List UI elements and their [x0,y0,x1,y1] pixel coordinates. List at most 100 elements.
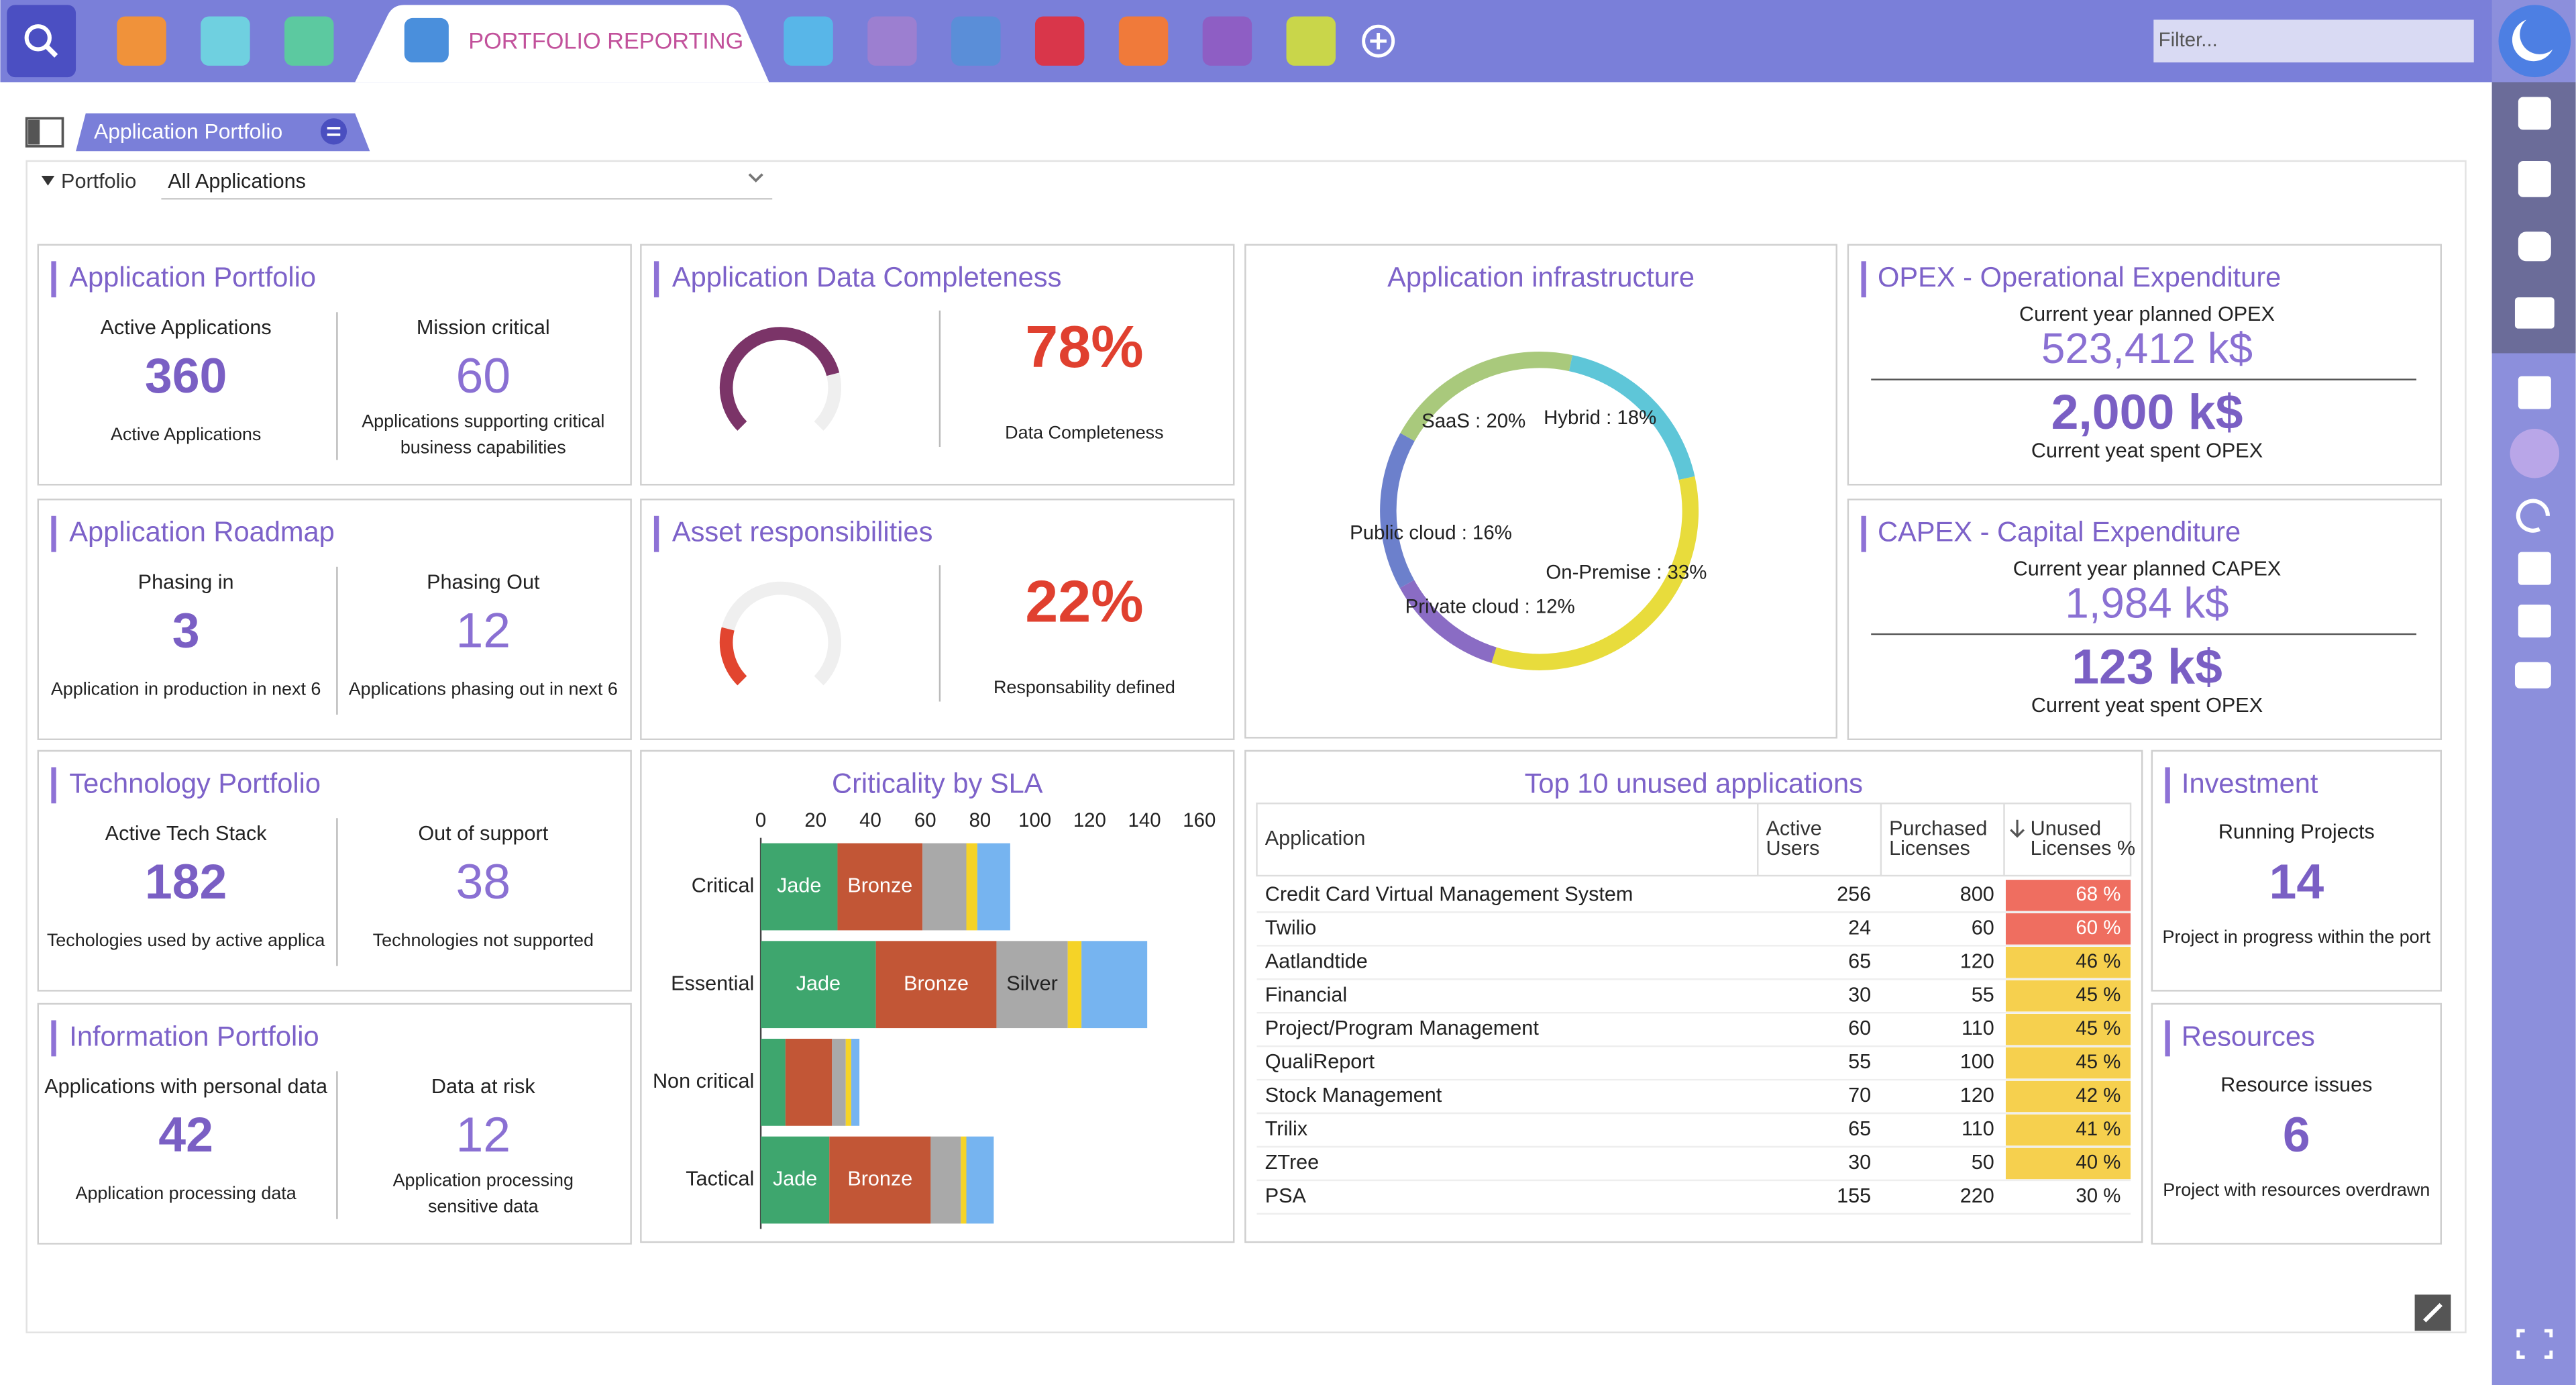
bot-icon[interactable] [2518,232,2551,261]
people-icon[interactable] [1119,16,1168,65]
report-icon[interactable] [1287,16,1336,65]
save-icon[interactable] [2518,97,2551,130]
column-header: Licenses % [2031,837,2135,860]
power-icon[interactable] [284,16,333,65]
kpi-label: Applications with personal data [44,1075,328,1098]
bar-segment [961,1137,966,1224]
home-icon[interactable] [117,16,166,65]
kpi-caption: Applications phasing out in next 6 [349,678,618,699]
kpi-value: 14 [2269,854,2324,909]
kpi-label: Active Tech Stack [105,822,268,845]
screen-icon[interactable] [2515,297,2555,329]
shapes-icon[interactable] [951,16,1000,65]
donut-label: Hybrid : 18% [1544,407,1656,429]
bar-segment [930,1137,961,1224]
ideas-icon[interactable] [201,16,250,65]
donut-label: On-Premise : 33% [1546,561,1707,583]
kpi-label: Out of support [418,822,548,845]
gauge-value: 78% [1025,313,1143,380]
ppt-icon[interactable] [2518,605,2551,637]
cell: 60 [1972,916,1994,939]
cell: 42 % [2076,1084,2121,1107]
kpi-label: Mission critical [417,316,550,339]
tile-accent [654,261,659,297]
cell: 45 % [2076,1017,2121,1039]
tile-accent [654,516,659,552]
cell: 100 [1960,1050,1994,1073]
cell: 55 [1848,1050,1871,1073]
kpi-value: 60 [455,348,511,403]
cell: 46 % [2076,950,2121,972]
tile-title: Application Roadmap [69,516,335,548]
calendar-icon[interactable] [2518,376,2551,409]
x-tick-label: 40 [859,809,881,831]
user-avatar[interactable] [2498,5,2571,77]
column-header: Users [1766,837,1819,860]
kpi-value: 12 [455,1107,511,1162]
cell: 155 [1837,1184,1871,1207]
kpi-caption: Applications supporting critical [362,411,604,431]
segment-label: Jade [773,1168,817,1190]
bar-segment [851,1039,859,1126]
settings-icon[interactable] [1203,16,1252,65]
kpi-label: Active Applications [101,316,272,339]
bar-segment [977,843,1010,931]
exp-spent: 2,000 k$ [2051,384,2243,440]
cell: Financial [1265,983,1347,1006]
y-tick-label: Tactical [686,1168,754,1190]
y-tick-label: Essential [671,972,754,994]
gauge-caption: Data Completeness [1005,422,1163,442]
tile-title: Technology Portfolio [69,767,321,799]
tile-title: Resources [2182,1020,2315,1051]
cell: 70 [1848,1084,1871,1107]
tile-accent [51,261,56,297]
search-button[interactable] [7,5,76,77]
kpi-value: 182 [145,854,227,909]
gauge-value: 22% [1025,568,1143,635]
x-tick-label: 120 [1073,809,1106,831]
strategy-icon[interactable] [867,16,916,65]
tab-icon [405,18,449,62]
breadcrumb-menu[interactable] [321,118,347,144]
cell: 256 [1837,882,1871,905]
help-icon[interactable] [2518,161,2551,197]
kpi-label: Phasing Out [427,570,540,593]
kpi-caption: Application processing [393,1170,574,1190]
kpi-value: 360 [145,348,227,403]
bar-segment [1081,941,1147,1028]
cell: Trilix [1265,1117,1307,1140]
cell: 110 [1962,1017,1994,1039]
bar-segment [1068,941,1081,1028]
exp-spent: 123 k$ [2072,639,2222,694]
kpi-value: 6 [2283,1107,2310,1162]
cell: 24 [1848,916,1871,939]
chart-icon[interactable] [784,16,833,65]
cell: 120 [1960,1084,1994,1107]
cell: 40 % [2076,1151,2121,1174]
cell: PSA [1265,1184,1307,1207]
kpi-caption: Active Applications [111,424,261,444]
excel-icon[interactable] [2518,552,2551,585]
segment-label: Jade [796,972,841,994]
folder-icon[interactable] [1035,16,1084,65]
cell: 50 [1972,1151,1994,1174]
export-icon[interactable] [2515,662,2551,688]
cell: ZTree [1265,1151,1319,1174]
tile-accent [1861,261,1866,297]
team-icon[interactable] [2510,429,2559,478]
x-tick-label: 100 [1018,809,1051,831]
segment-label: Bronze [847,874,912,897]
kpi-value: 3 [172,603,200,658]
kpi-label: Phasing in [138,570,234,593]
column-header: Licenses [1889,837,1970,860]
exp-label: Current yeat spent OPEX [2031,439,2263,462]
gauge-caption: Responsability defined [994,677,1175,697]
kpi-label: Running Projects [2218,820,2375,843]
cell: 220 [1960,1184,1994,1207]
tile-title: Asset responsibilities [672,516,933,548]
kpi-caption: sensitive data [428,1196,539,1217]
tile-title: CAPEX - Capital Expenditure [1878,516,2241,548]
filter-value[interactable]: All Applications [168,170,306,193]
